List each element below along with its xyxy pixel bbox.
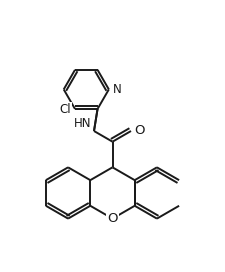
Text: O: O [107, 212, 118, 225]
Text: N: N [112, 83, 121, 96]
Text: HN: HN [74, 117, 92, 129]
Text: Cl: Cl [60, 103, 72, 116]
Text: O: O [135, 124, 145, 137]
